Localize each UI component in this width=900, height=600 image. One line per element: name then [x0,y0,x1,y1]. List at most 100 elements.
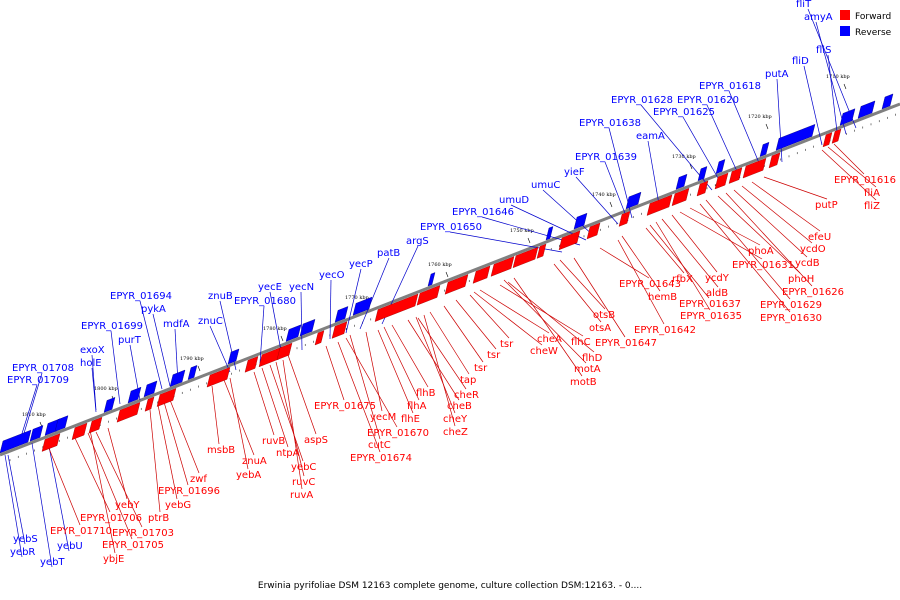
reverse-gene-block [573,212,588,230]
tick-label: 1750 kbp [510,228,534,234]
forward-label-line [559,259,606,310]
reverse-gene-label: EPYR_01639 [575,152,637,163]
tick-mark [689,163,693,170]
forward-gene-block [331,321,348,339]
gene-blocks [0,93,894,454]
forward-label-line [261,367,289,448]
forward-gene-block [671,187,690,207]
forward-gene-label: EPYR_01703 [112,528,174,539]
forward-label-line [149,409,161,513]
tick-mark [445,271,449,278]
reverse-gene-label: EPYR_01646 [452,207,514,218]
tick-mark [609,201,613,208]
forward-gene-block [88,416,103,434]
reverse-gene-block [715,159,726,175]
reverse-gene-label: EPYR_01680 [234,296,296,307]
forward-gene-label: phoH [788,274,814,285]
forward-label-line [645,227,685,274]
forward-label-line [423,314,456,427]
forward-gene-label: flhC [571,337,591,348]
forward-label-line [473,291,543,346]
reverse-gene-label: EPYR_01628 [611,95,673,106]
reverse-label-line [269,291,283,357]
forward-label-line [455,299,497,350]
reverse-gene-label: yieF [564,167,585,178]
forward-gene-label: yebA [236,470,261,481]
reverse-gene-block [187,365,198,381]
tick-mark [843,83,847,90]
reverse-label-line [575,176,619,225]
forward-gene-block [244,356,259,373]
forward-label-line [95,431,143,528]
forward-label-line [751,181,821,232]
reverse-gene-label: argS [406,236,429,247]
forward-gene-block [314,330,325,346]
forward-label-line [325,345,345,401]
tick-mark [765,123,769,130]
forward-gene-label: ycdB [795,258,820,269]
reverse-label-line [728,90,763,171]
reverse-gene-label: fliD [792,56,809,67]
reverse-gene-label: amyA [804,12,833,23]
forward-gene-label: flhB [416,388,436,399]
reverse-label-line [682,116,723,186]
forward-gene-block [490,256,515,277]
forward-gene-label: EPYR_01631 [732,260,794,271]
forward-gene-label: ruvB [262,436,285,447]
forward-gene-label: motA [574,364,601,375]
tick-label: 1800 kbp [94,386,118,392]
forward-label-line [553,263,602,323]
forward-gene-block [768,152,781,169]
reverse-gene-label: fliS [816,45,831,56]
forward-gene-label: aspS [304,435,328,446]
forward-gene-block [742,157,767,179]
forward-label-line [169,399,200,474]
forward-label-line [345,337,398,428]
forward-gene-label: putP [815,200,838,211]
forward-gene-label: cheW [530,346,558,357]
forward-gene-label: EPYR_01705 [102,540,164,551]
forward-label-line [821,149,877,201]
forward-gene-block [822,132,833,148]
forward-label-line [107,427,128,500]
forward-label-line [655,221,711,311]
forward-gene-label: rfbX [672,274,693,285]
tick-label: 1780 kbp [263,326,287,332]
reverse-gene-block [334,306,349,323]
reverse-gene-label: yecN [289,282,314,293]
forward-gene-label: EPYR_01630 [760,313,822,324]
forward-gene-label: cutC [368,440,391,451]
reverse-gene-block [285,324,302,342]
forward-gene-label: cheA [537,334,562,345]
legend-forward-label: Forward [855,12,891,22]
tick-label: 1790 kbp [180,356,204,362]
forward-gene-label: otsA [589,323,611,334]
reverse-gene-label: patB [377,248,400,259]
forward-label-line [383,326,420,401]
forward-gene-block [144,396,155,412]
forward-gene-block [472,265,491,284]
forward-gene-label: EPYR_01616 [834,175,896,186]
reverse-gene-label: EPYR_01638 [579,118,641,129]
map-caption: Erwinia pyrifoliae DSM 12163 complete ge… [258,581,642,591]
forward-gene-label: EPYR_01637 [679,299,741,310]
forward-gene-block [618,210,631,227]
forward-gene-block [41,433,61,452]
reverse-gene-block [127,386,142,404]
forward-label-line [269,364,304,462]
reverse-label-line [4,454,23,558]
forward-label-line [47,445,81,526]
forward-gene-label: ptrB [148,513,169,524]
reverse-label-line [110,330,121,405]
forward-gene-block [444,274,469,295]
forward-gene-block [558,230,581,251]
reverse-label-line [259,305,265,364]
tick-label: 1740 kbp [592,192,616,198]
forward-label-line [741,185,813,244]
reverse-gene-label: EPYR_01699 [81,321,143,332]
forward-label-line [417,317,467,390]
tick-label: 1760 kbp [428,262,452,268]
reverse-gene-label: yebU [57,541,83,552]
tick-label: 1730 kbp [672,154,696,160]
forward-gene-block [416,285,441,306]
